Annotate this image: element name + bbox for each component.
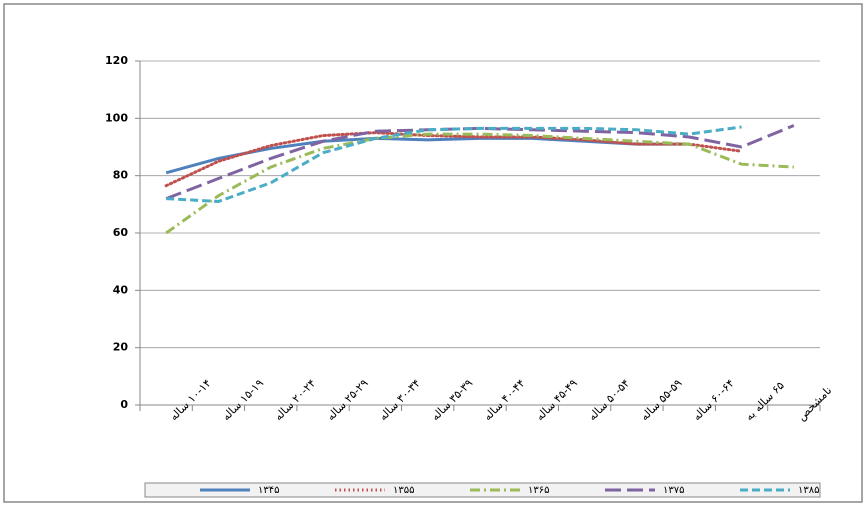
series-line bbox=[165, 124, 795, 201]
y-tick-label: 80 bbox=[113, 169, 129, 182]
legend-label: ۱۳۵۵ bbox=[393, 485, 414, 496]
y-tick-label: 100 bbox=[105, 111, 128, 124]
legend-label: ۱۳۴۵ bbox=[258, 485, 279, 496]
chart-frame bbox=[3, 3, 863, 503]
series-line bbox=[166, 125, 742, 203]
y-tick-label: 60 bbox=[113, 226, 129, 239]
legend-label: ۱۳۷۵ bbox=[663, 485, 684, 496]
y-tick-label: 0 bbox=[120, 398, 128, 411]
legend-label: ۱۳۶۵ bbox=[528, 485, 549, 496]
legend-label: ۱۳۸۵ bbox=[798, 485, 819, 496]
legend-box bbox=[144, 482, 821, 498]
y-tick-label: 20 bbox=[113, 341, 129, 354]
y-tick-label: 40 bbox=[113, 283, 129, 296]
series-line bbox=[165, 132, 794, 235]
y-tick-label: 120 bbox=[105, 54, 128, 67]
series-line bbox=[164, 131, 744, 188]
